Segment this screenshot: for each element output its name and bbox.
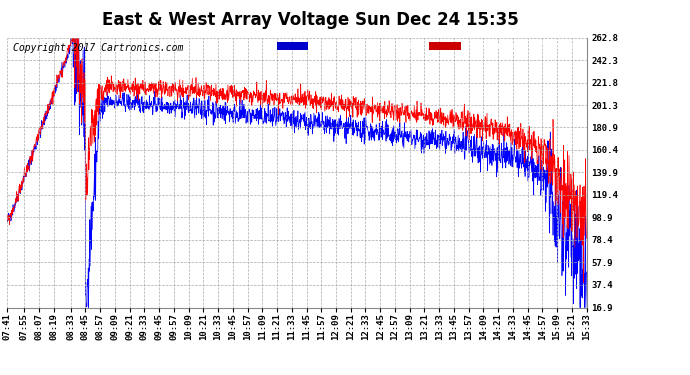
West Array  (DC Volts) xyxy=(130,84,138,89)
East Array  (DC Volts) xyxy=(513,149,522,153)
East Array  (DC Volts) xyxy=(67,35,75,40)
Text: Copyright 2017 Cartronics.com: Copyright 2017 Cartronics.com xyxy=(12,43,183,53)
West Array  (DC Volts) xyxy=(6,222,14,227)
Legend: East Array  (DC Volts), West Array  (DC Volts): East Array (DC Volts), West Array (DC Vo… xyxy=(277,42,582,51)
Text: East & West Array Voltage Sun Dec 24 15:35: East & West Array Voltage Sun Dec 24 15:… xyxy=(102,11,519,29)
East Array  (DC Volts) xyxy=(582,270,591,274)
West Array  (DC Volts) xyxy=(582,236,591,241)
West Array  (DC Volts) xyxy=(580,280,588,285)
West Array  (DC Volts) xyxy=(3,220,11,225)
East Array  (DC Volts) xyxy=(568,233,576,238)
West Array  (DC Volts) xyxy=(362,108,370,112)
East Array  (DC Volts) xyxy=(362,115,370,120)
East Array  (DC Volts) xyxy=(84,305,92,310)
West Array  (DC Volts) xyxy=(68,35,77,40)
East Array  (DC Volts) xyxy=(6,213,14,217)
Line: West Array  (DC Volts): West Array (DC Volts) xyxy=(7,38,586,282)
Line: East Array  (DC Volts): East Array (DC Volts) xyxy=(7,38,586,308)
West Array  (DC Volts) xyxy=(195,88,203,93)
East Array  (DC Volts) xyxy=(195,104,203,108)
East Array  (DC Volts) xyxy=(3,218,11,222)
East Array  (DC Volts) xyxy=(130,98,138,102)
West Array  (DC Volts) xyxy=(568,177,576,182)
West Array  (DC Volts) xyxy=(513,129,521,134)
